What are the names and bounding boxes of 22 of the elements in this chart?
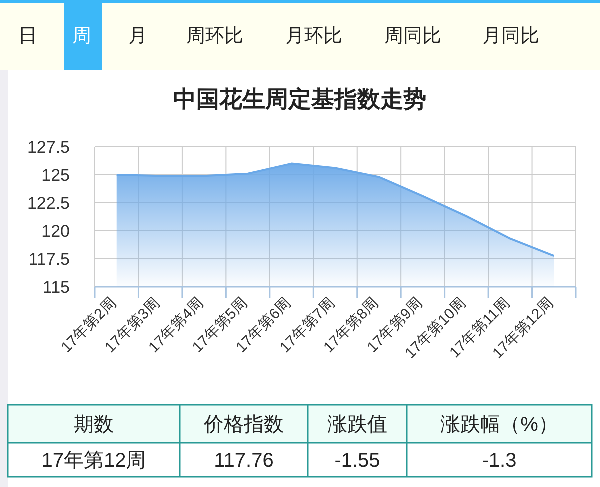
- y-tick-label: 127.5: [27, 138, 70, 157]
- text: 117.76: [214, 450, 274, 472]
- y-tick-label: 122.5: [27, 194, 70, 213]
- text: 周: [72, 26, 92, 47]
- y-tick-label: 120: [42, 222, 70, 241]
- text: 期数: [74, 414, 114, 436]
- text: -1.3: [482, 450, 517, 472]
- text: 价格指数: [203, 414, 284, 436]
- text: -1.55: [334, 450, 380, 472]
- y-tick-label: 115: [42, 278, 70, 297]
- text: 涨跌值: [328, 414, 388, 436]
- text: 月: [128, 26, 148, 47]
- text: 日: [18, 26, 38, 47]
- text: 周同比: [384, 26, 442, 47]
- text: 涨跌幅（%）: [440, 414, 558, 436]
- chart-title: 中国花生周定基指数走势: [174, 86, 426, 112]
- y-tick-label: 117.5: [28, 250, 70, 269]
- text: 17年第12周: [42, 450, 146, 472]
- text: 周环比: [186, 26, 244, 47]
- text: 月同比: [482, 26, 540, 47]
- y-tick-label: 125: [42, 166, 70, 185]
- text: 月环比: [286, 26, 342, 47]
